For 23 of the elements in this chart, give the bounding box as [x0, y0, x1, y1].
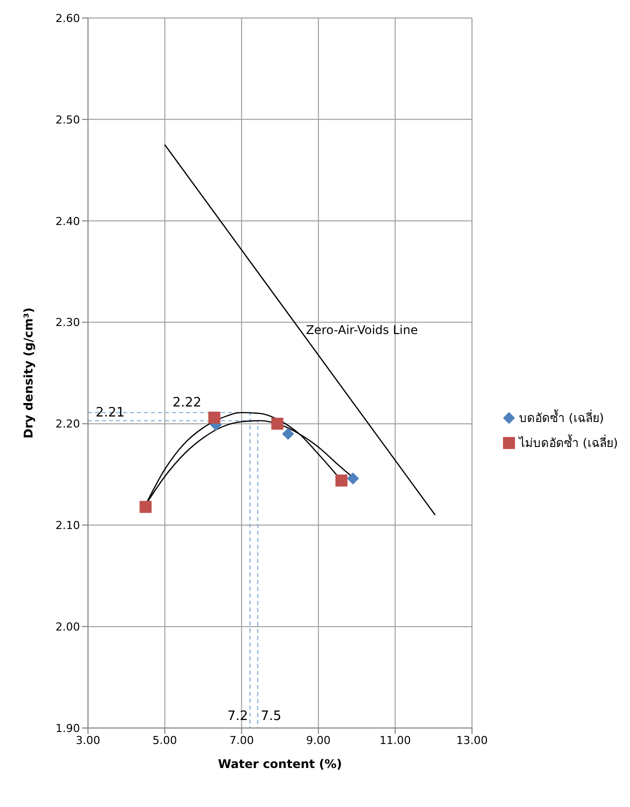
legend-label: ไม่บดอัดซ้ำ (เฉลี่ย) [518, 433, 618, 452]
y-tick-label: 2.20 [56, 418, 80, 431]
x-tick-label: 11.00 [379, 734, 411, 747]
y-axis-title: Dry density (g/cm³) [21, 308, 36, 438]
x-tick-label: 7.00 [229, 734, 254, 747]
annotation: 2.21 [96, 406, 125, 421]
annotation: 7.2 [227, 709, 248, 724]
x-tick-label: 3.00 [76, 734, 100, 747]
y-tick-label: 2.10 [56, 519, 80, 532]
x-tick-label: 9.00 [306, 734, 331, 747]
annotation: 7.5 [260, 709, 282, 724]
x-tick-label: 13.00 [456, 734, 488, 747]
x-tick-label: 5.00 [152, 734, 178, 747]
y-tick-label: 1.90 [56, 722, 80, 735]
annotation: 2.22 [172, 396, 202, 411]
series-label: Zero-Air-Voids Line [306, 323, 418, 338]
y-tick-label: 2.50 [56, 113, 80, 126]
y-tick-label: 2.30 [56, 316, 80, 330]
y-tick-label: 2.60 [56, 12, 80, 25]
y-tick-label: 2.40 [56, 214, 80, 228]
legend-label: บดอัดซ้ำ (เฉลี่ย) [518, 408, 604, 427]
x-axis-title: Water content (%) [218, 757, 342, 771]
y-tick-label: 2.00 [56, 620, 80, 634]
